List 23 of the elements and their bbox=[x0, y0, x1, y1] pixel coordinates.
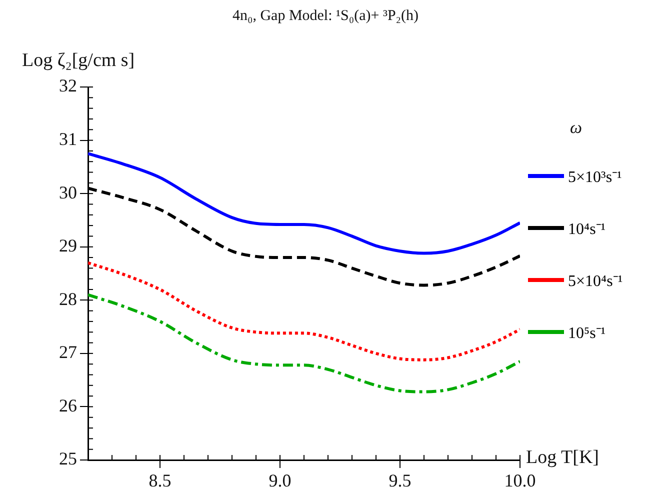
y-tick-label: 27 bbox=[59, 342, 77, 362]
x-axis-title: Log T[K] bbox=[526, 447, 599, 469]
legend-label: 5×10³s⁻¹ bbox=[568, 168, 622, 187]
y-tick-label: 28 bbox=[59, 288, 77, 309]
chart-title: 4n₀, Gap Model: ¹S₀(a)+ ³P₂(h) bbox=[231, 8, 420, 25]
y-tick-label: 26 bbox=[59, 395, 77, 416]
x-tick-label: 8.5 bbox=[148, 470, 172, 491]
y-tick-label: 32 bbox=[59, 76, 77, 96]
x-tick-label: 9.5 bbox=[388, 470, 412, 491]
x-tick-label: 10.0 bbox=[504, 470, 536, 491]
y-tick-label: 31 bbox=[59, 129, 77, 150]
legend-label: 10⁴s⁻¹ bbox=[568, 220, 606, 239]
line-series bbox=[88, 261, 520, 362]
legend-label: 10⁵s⁻¹ bbox=[568, 324, 606, 343]
line-series bbox=[88, 293, 520, 394]
y-tick-label: 25 bbox=[59, 448, 77, 469]
legend-label: 5×10⁴s⁻¹ bbox=[568, 272, 623, 291]
legend-title: ω bbox=[570, 118, 582, 138]
y-tick-label: 30 bbox=[59, 182, 77, 202]
line-series bbox=[88, 152, 520, 255]
x-tick-label: 9.0 bbox=[268, 470, 292, 491]
y-tick-label: 29 bbox=[59, 236, 77, 256]
y-axis-title: Log ζ₂[g/cm s] bbox=[22, 50, 135, 72]
